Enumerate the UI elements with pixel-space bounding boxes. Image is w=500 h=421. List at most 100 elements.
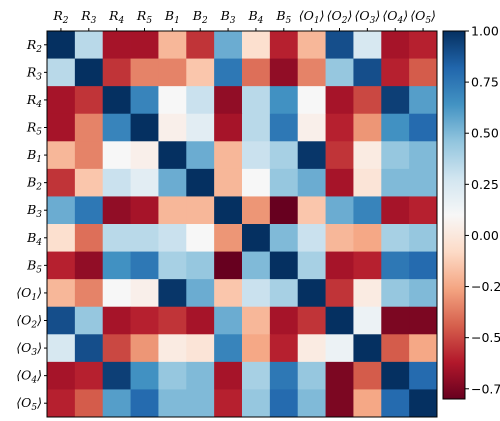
heatmap-cell-12-3	[130, 361, 159, 390]
row-labels: R2 R3 R4 R5 B1 B2 B3 B4 B5 ⟨O1⟩ ⟨O2⟩ ⟨O3⟩ ⟨O4⟩ ⟨O5⟩	[16, 37, 47, 413]
heatmap-cell-13-6	[214, 389, 243, 418]
heatmap-cell-5-10	[325, 168, 354, 197]
heatmap-cell-13-8	[269, 389, 299, 418]
row-label-2: R4	[26, 92, 42, 110]
heatmap-cell-8-0	[47, 251, 76, 280]
heatmap-cell-0-10	[325, 31, 354, 59]
heatmap-cell-2-5	[186, 86, 215, 115]
heatmap-cell-10-3	[130, 306, 159, 335]
heatmap-cell-9-8	[269, 279, 299, 308]
heatmap-cell-9-7	[242, 279, 271, 308]
row-label-13: ⟨O5⟩	[16, 395, 42, 413]
column-label-12: ⟨O4⟩	[382, 8, 408, 26]
heatmap-cell-10-6	[214, 306, 243, 335]
heatmap-cell-1-11	[353, 58, 382, 87]
heatmap-cell-3-1	[74, 113, 104, 142]
heatmap-cell-13-13	[409, 389, 438, 418]
heatmap-cell-2-4	[158, 86, 187, 115]
column-label-1: R3	[80, 8, 96, 26]
heatmap-cell-5-6	[214, 168, 243, 197]
heatmap-cell-10-5	[186, 306, 215, 335]
row-label-7: B4	[26, 230, 42, 248]
heatmap-cell-2-13	[409, 86, 438, 115]
heatmap-cell-9-10	[325, 279, 354, 308]
row-label-1: R3	[26, 64, 42, 82]
heatmap-cell-13-7	[242, 389, 271, 418]
heatmap-cell-3-0	[47, 113, 76, 142]
heatmap-cell-12-4	[158, 361, 187, 390]
heatmap-cell-11-8	[269, 334, 299, 363]
heatmap-cell-5-12	[381, 168, 410, 197]
heatmap-cell-8-8	[269, 251, 299, 280]
heatmap-cell-11-5	[186, 334, 215, 363]
heatmap-cell-2-9	[297, 86, 326, 115]
heatmap-cell-11-2	[102, 334, 131, 363]
heatmap-cell-12-1	[74, 361, 104, 390]
heatmap-cell-11-3	[130, 334, 159, 363]
heatmap-cell-4-9	[297, 141, 326, 170]
heatmap-cell-7-3	[130, 224, 159, 252]
heatmap-cell-2-8	[269, 86, 299, 115]
colorbar-tick-label-3: 0.25	[471, 177, 499, 192]
column-label-3: R5	[136, 8, 152, 26]
heatmap-cell-9-3	[130, 279, 159, 308]
column-label-2: R4	[108, 8, 124, 26]
heatmap-cell-4-2	[102, 141, 131, 170]
heatmap-cell-10-13	[409, 306, 438, 335]
heatmap-cell-3-12	[381, 113, 410, 142]
heatmap-cell-4-7	[242, 141, 271, 170]
heatmap-cell-7-1	[74, 224, 104, 252]
heatmap-cell-0-1	[74, 31, 104, 59]
heatmap-cell-1-0	[47, 58, 76, 87]
heatmap-cell-11-1	[74, 334, 104, 363]
row-label-9: ⟨O1⟩	[16, 285, 42, 303]
heatmap-cell-3-5	[186, 113, 215, 142]
column-label-0: R2	[52, 8, 68, 26]
heatmap-cell-0-11	[353, 31, 382, 59]
heatmap-cell-6-6	[214, 196, 243, 225]
heatmap-cell-1-4	[158, 58, 187, 87]
heatmap-cell-8-13	[409, 251, 438, 280]
heatmap-cell-6-10	[325, 196, 354, 225]
heatmap-cell-8-6	[214, 251, 243, 280]
heatmap-cell-8-7	[242, 251, 271, 280]
heatmap-cell-0-3	[130, 31, 159, 59]
heatmap-cell-10-0	[47, 306, 76, 335]
heatmap-cell-6-0	[47, 196, 76, 225]
row-label-10: ⟨O2⟩	[16, 313, 42, 331]
column-label-7: B4	[247, 8, 263, 26]
heatmap-cell-4-4	[158, 141, 187, 170]
heatmap-cell-2-0	[47, 86, 76, 115]
heatmap-cell-10-2	[102, 306, 131, 335]
heatmap-cell-12-6	[214, 361, 243, 390]
column-label-4: B1	[164, 8, 180, 26]
heatmap-cell-7-10	[325, 224, 354, 252]
heatmap-cell-2-2	[102, 86, 131, 115]
heatmap-cell-13-3	[130, 389, 159, 418]
heatmap-cell-0-12	[381, 31, 410, 59]
heatmap-cell-12-10	[325, 361, 354, 390]
heatmap-cell-1-7	[242, 58, 271, 87]
heatmap-cell-6-1	[74, 196, 104, 225]
heatmap-cell-5-13	[409, 168, 438, 197]
heatmap-cell-9-2	[102, 279, 131, 308]
colorbar-tick-label-7: −0.75	[471, 381, 500, 396]
heatmap-cell-7-5	[186, 224, 215, 252]
heatmap-cells	[47, 31, 438, 418]
column-label-11: ⟨O3⟩	[354, 8, 380, 26]
heatmap-cell-9-11	[353, 279, 382, 308]
heatmap-cell-12-9	[297, 361, 326, 390]
heatmap-cell-8-3	[130, 251, 159, 280]
heatmap-cell-2-10	[325, 86, 354, 115]
heatmap-cell-5-5	[186, 168, 215, 197]
heatmap-cell-3-6	[214, 113, 243, 142]
heatmap-cell-7-13	[409, 224, 438, 252]
heatmap-cell-2-6	[214, 86, 243, 115]
heatmap-cell-7-9	[297, 224, 326, 252]
heatmap-cell-5-7	[242, 168, 271, 197]
heatmap-cell-2-7	[242, 86, 271, 115]
heatmap-cell-7-2	[102, 224, 131, 252]
heatmap-cell-2-12	[381, 86, 410, 115]
heatmap-cell-7-4	[158, 224, 187, 252]
